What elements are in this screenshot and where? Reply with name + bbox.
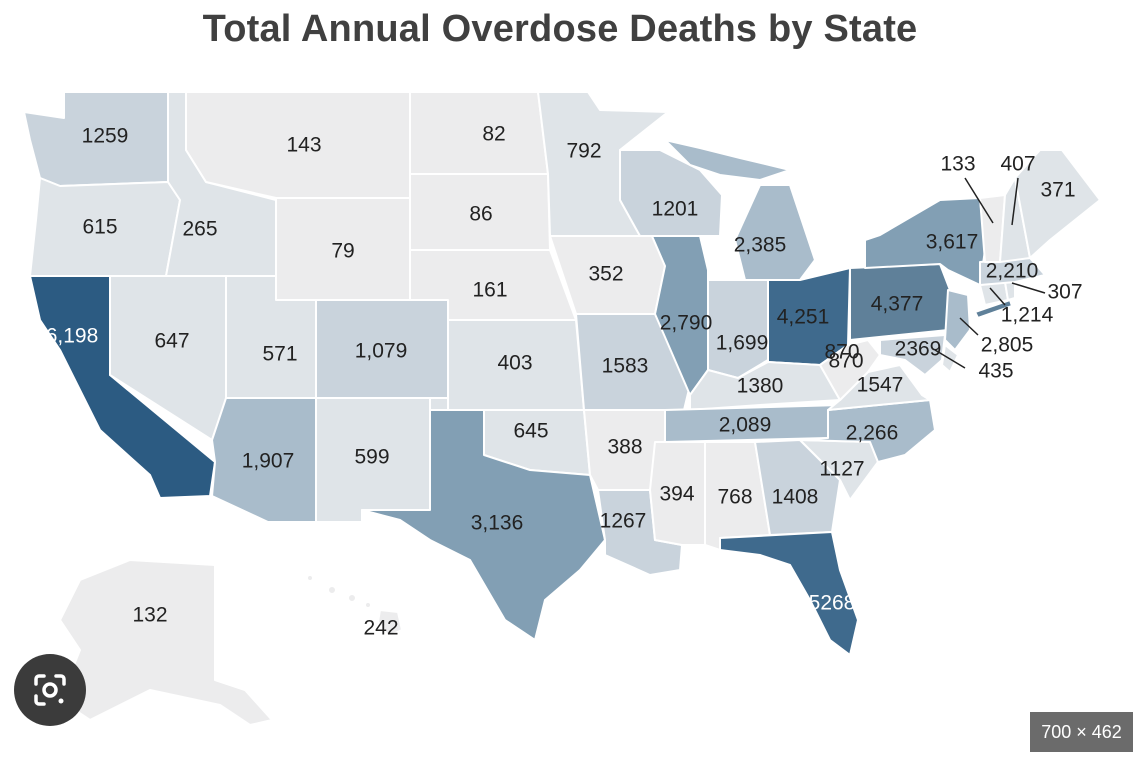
label-wy: 79 [331, 240, 354, 263]
label-mi: 2,385 [734, 234, 787, 257]
label-hi: 242 [363, 617, 398, 640]
leader-lines [934, 177, 1046, 369]
leader-ri [1011, 282, 1046, 294]
label-tn: 2,089 [719, 414, 772, 437]
label-ms: 394 [659, 483, 694, 506]
label-sd: 86 [469, 203, 492, 226]
label-ut: 571 [262, 343, 297, 366]
label-oh: 4,251 [777, 306, 830, 329]
state-ga[interactable] [754, 439, 841, 536]
state-in[interactable] [707, 279, 769, 379]
state-nj[interactable] [944, 289, 971, 351]
label-ky: 1380 [737, 375, 784, 398]
label-ia: 352 [588, 263, 623, 286]
state-mi-up[interactable] [664, 139, 791, 181]
label-ks: 403 [497, 352, 532, 375]
label-ne: 161 [472, 279, 507, 302]
state-md[interactable] [879, 334, 946, 376]
state-fl[interactable] [719, 531, 859, 656]
state-nc[interactable] [799, 399, 936, 463]
label-sc: 1127 [819, 458, 864, 481]
label-il: 2,790 [660, 312, 713, 335]
label-ri: 307 [1047, 281, 1082, 304]
label-in: 1,699 [716, 332, 769, 355]
map-title: Total Annual Overdose Deaths by State [202, 8, 918, 50]
state-mo[interactable] [575, 313, 691, 411]
label-tx: 3,136 [471, 512, 524, 535]
label-al: 768 [717, 486, 752, 509]
leader-ct [989, 287, 1006, 306]
state-hi[interactable] [306, 574, 403, 637]
label-nh: 407 [1000, 153, 1035, 176]
google-lens-icon [34, 674, 66, 706]
states-layer [23, 91, 1101, 726]
leader-md [934, 349, 966, 369]
leader-nj [959, 317, 979, 336]
label-de: 435 [978, 360, 1013, 383]
label-nv: 647 [154, 330, 189, 353]
label-va: 1547 [857, 374, 904, 397]
label-la: 1267 [600, 510, 647, 533]
label-nd: 82 [482, 123, 505, 146]
label-mn: 792 [566, 140, 601, 163]
label-me: 371 [1040, 179, 1075, 202]
label-co: 1,079 [355, 340, 408, 363]
lens-search-button[interactable] [14, 654, 86, 726]
label-ar: 388 [607, 436, 642, 459]
label-md: 2369 [895, 338, 942, 361]
label-ma: 2,210 [986, 260, 1039, 283]
state-nd[interactable] [409, 91, 549, 175]
label-wv: 870 [824, 341, 859, 364]
label-pa: 4,377 [871, 293, 924, 316]
state-mi[interactable] [734, 184, 816, 281]
state-li[interactable] [974, 299, 1013, 319]
label-ct: 1,214 [1001, 304, 1054, 327]
state-tx[interactable] [361, 409, 606, 641]
state-wi[interactable] [619, 149, 723, 237]
image-size-badge: 700 × 462 [1030, 712, 1133, 752]
label-id: 265 [182, 218, 217, 241]
state-labels: 1259 615 6,198 647 265 143 79 571 1,907 … [46, 123, 1083, 640]
label-vt: 133 [940, 153, 975, 176]
state-me[interactable] [1014, 149, 1101, 259]
label-wa: 1259 [82, 125, 129, 148]
label-wv-dup: 870 [828, 350, 863, 373]
label-or: 615 [82, 216, 117, 239]
label-ny: 3,617 [926, 231, 979, 254]
label-mo: 1583 [602, 355, 649, 378]
label-mt: 143 [286, 134, 321, 157]
state-ak[interactable] [59, 559, 273, 726]
label-fl: 5268 [809, 592, 856, 615]
label-nm: 599 [354, 446, 389, 469]
label-wi: 1201 [652, 198, 699, 221]
label-nj: 2,805 [981, 334, 1034, 357]
label-az: 1,907 [242, 450, 295, 473]
leader-vt [964, 177, 994, 224]
label-ok: 645 [513, 420, 548, 443]
label-ga: 1408 [772, 486, 819, 509]
label-ak: 132 [132, 604, 167, 627]
leader-nh [1011, 177, 1019, 226]
label-ca: 6,198 [46, 325, 99, 348]
label-nc: 2,266 [846, 422, 899, 445]
